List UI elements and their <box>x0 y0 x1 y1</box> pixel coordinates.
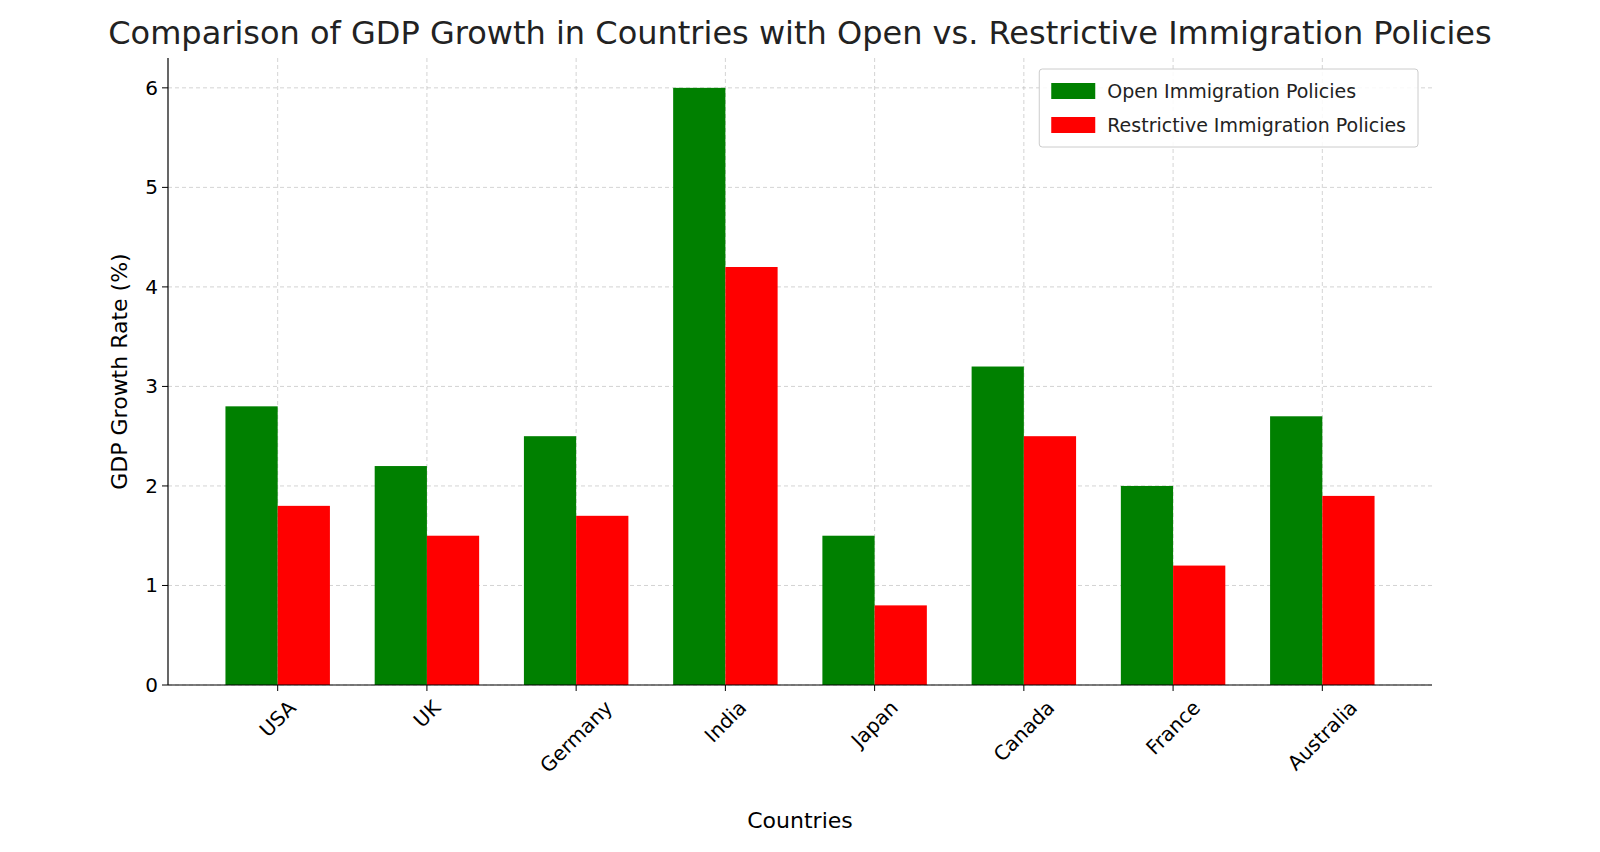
y-tick-label: 5 <box>145 175 158 199</box>
bar <box>225 406 277 685</box>
bar <box>1322 496 1374 685</box>
bar <box>1173 566 1225 685</box>
x-axis-label: Countries <box>747 808 853 833</box>
y-tick <box>162 187 168 188</box>
bar <box>725 267 777 685</box>
x-tick <box>277 685 278 691</box>
y-tick-label: 6 <box>145 76 158 100</box>
x-tick-label: India <box>700 696 752 748</box>
bar <box>1024 436 1076 685</box>
y-tick-label: 0 <box>145 673 158 697</box>
x-tick <box>426 685 427 691</box>
x-tick-label: Canada <box>988 696 1059 767</box>
x-tick <box>725 685 726 691</box>
legend-swatch <box>1051 117 1095 133</box>
x-tick <box>1173 685 1174 691</box>
y-grid-line <box>168 187 1432 188</box>
y-grid-line <box>168 485 1432 486</box>
y-axis-line <box>167 58 168 685</box>
y-tick <box>162 87 168 88</box>
x-tick <box>1023 685 1024 691</box>
bar <box>822 536 874 685</box>
legend-label: Restrictive Immigration Policies <box>1107 114 1406 136</box>
bar <box>875 605 927 685</box>
y-tick <box>162 585 168 586</box>
x-tick-label: Japan <box>845 696 903 754</box>
title: Comparison of GDP Growth in Countries wi… <box>108 14 1491 52</box>
x-tick-label: France <box>1141 696 1205 760</box>
bars <box>225 88 1374 685</box>
y-tick <box>162 485 168 486</box>
y-tick <box>162 685 168 686</box>
legend-label: Open Immigration Policies <box>1107 80 1356 102</box>
y-tick-label: 4 <box>145 275 158 299</box>
bar <box>576 516 628 685</box>
y-axis-label: GDP Growth Rate (%) <box>107 253 132 489</box>
x-tick-label: Australia <box>1283 696 1363 776</box>
y-grid-line <box>168 585 1432 586</box>
grid <box>168 58 1432 685</box>
x-tick <box>576 685 577 691</box>
bar <box>278 506 330 685</box>
legend-swatch <box>1051 83 1095 99</box>
y-tick <box>162 386 168 387</box>
y-grid-line <box>168 685 1432 686</box>
bar <box>1121 486 1173 685</box>
x-tick <box>1322 685 1323 691</box>
y-tick-label: 1 <box>145 573 158 597</box>
chart-container: 0 1 2 3 4 5 6 USA UK Germany India Japan Canada Franc… <box>0 0 1600 852</box>
x-tick-label: USA <box>255 695 301 741</box>
y-grid-line <box>168 286 1432 287</box>
legend: Open Immigration Policies Restrictive Imm… <box>1039 69 1418 147</box>
x-tick-label: UK <box>409 695 446 732</box>
bar <box>673 88 725 685</box>
bar <box>524 436 576 685</box>
bar <box>1270 416 1322 685</box>
y-tick-label: 2 <box>145 474 158 498</box>
y-tick <box>162 286 168 287</box>
y-grid-line <box>168 386 1432 387</box>
bar <box>972 367 1024 685</box>
bar <box>375 466 427 685</box>
y-tick-label: 3 <box>145 374 158 398</box>
chart-svg: 0 1 2 3 4 5 6 USA UK Germany India Japan Canada Franc… <box>0 0 1600 852</box>
legend-box <box>1039 69 1418 147</box>
x-tick-label: Germany <box>535 695 617 777</box>
bar <box>427 536 479 685</box>
x-tick <box>874 685 875 691</box>
x-axis-line <box>168 684 1432 685</box>
